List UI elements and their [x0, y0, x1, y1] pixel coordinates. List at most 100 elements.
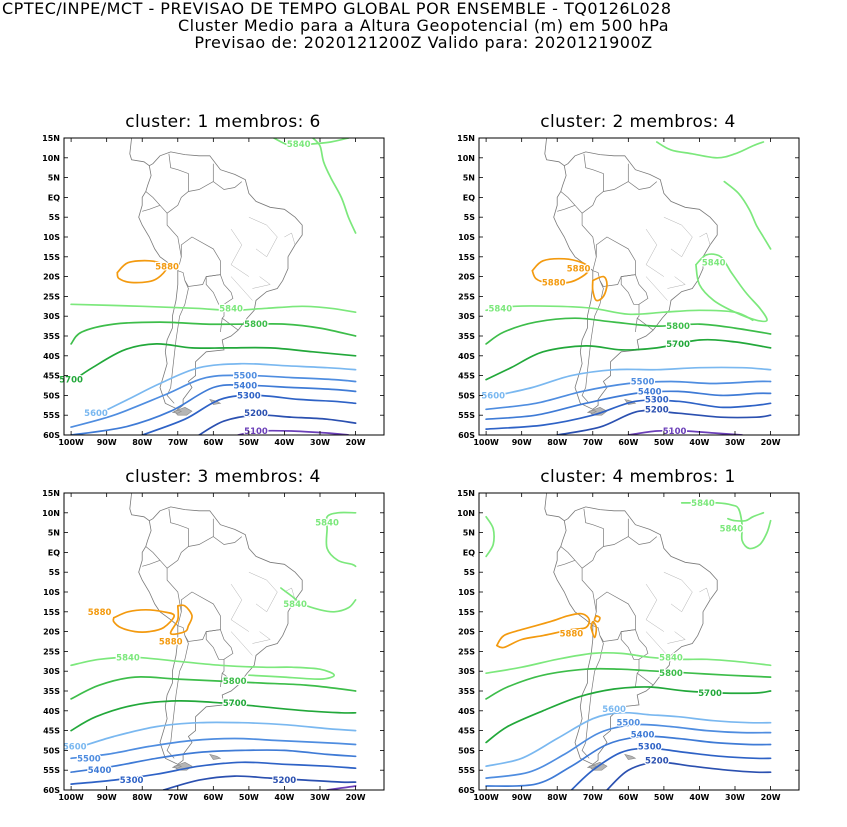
lat-tick-label: 35S: [458, 332, 475, 341]
geography-layer: [544, 493, 718, 771]
panel-cluster-2: cluster: 2 membros: 4 5880 5880 5840 5840 58…: [455, 112, 839, 472]
contour-label: 5840: [702, 259, 726, 269]
lat-tick-label: 10N: [457, 509, 475, 518]
contour-label: 5840: [691, 499, 715, 509]
lon-tick-label: 100W: [473, 793, 499, 802]
contour-5100: [237, 429, 350, 435]
lat-tick-label: 5S: [464, 568, 476, 577]
lon-tick-label: 100W: [58, 793, 84, 802]
lat-tick-label: 20S: [43, 628, 60, 637]
map-background: [479, 138, 799, 435]
country-border: [628, 181, 658, 190]
lon-tick-label: 40W: [274, 793, 294, 802]
state-border: [230, 276, 253, 301]
contour-5200: [162, 775, 357, 790]
contour-5880: [169, 604, 193, 636]
country-border: [168, 508, 189, 547]
contour-5800: [70, 321, 357, 345]
lat-tick-label: 55S: [458, 411, 475, 420]
contour-label: 5400: [631, 731, 655, 741]
country-border: [166, 280, 189, 404]
map-layers: [485, 138, 772, 435]
lon-tick-label: 80W: [132, 793, 152, 802]
lat-tick-label: EQ: [48, 548, 60, 557]
contour-label: 5300: [120, 776, 144, 786]
map-background: [479, 493, 799, 790]
contour-label: 5700: [698, 689, 722, 699]
contour-5300: [141, 394, 357, 435]
coastline: [129, 138, 150, 167]
contour-5840: [70, 656, 336, 680]
lat-tick-label: 5N: [463, 174, 475, 183]
country-border: [205, 274, 234, 305]
map-frame: [478, 137, 800, 436]
contour-5880: [116, 259, 168, 284]
axis-layer: 15N10N5NEQ5S10S15S20S25S30S35S40S45S50S5…: [42, 134, 384, 447]
lat-tick-label: 5S: [49, 568, 61, 577]
country-border: [213, 536, 243, 545]
contour-5700: [70, 700, 357, 732]
header-line-2: Cluster Medio para a Altura Geopotencial…: [177, 16, 670, 35]
lat-tick-label: 20S: [458, 273, 475, 282]
contour-5600: [95, 362, 357, 417]
lat-tick-label: 40S: [458, 352, 475, 361]
contour-label: 5840: [283, 600, 307, 610]
lat-tick-label: 35S: [458, 687, 475, 696]
state-border: [248, 571, 278, 613]
country-border: [560, 191, 583, 214]
lon-tick-label: 60W: [203, 793, 223, 802]
country-border: [581, 518, 629, 612]
state-border: [645, 276, 668, 301]
contour-label: 5300: [237, 391, 261, 401]
lat-tick-label: 5N: [48, 529, 60, 538]
country-border: [166, 518, 214, 612]
lon-tick-label: 50W: [654, 438, 674, 447]
state-border: [284, 587, 296, 600]
contour-label: 5800: [659, 669, 683, 679]
contour-label: 5840: [720, 525, 744, 535]
coastline: [544, 493, 565, 522]
contour-5700: [73, 343, 357, 381]
axis-layer: 15N10N5NEQ5S10S15S20S25S30S35S40S45S50S5…: [457, 489, 799, 802]
contour-label: 5500: [77, 754, 101, 764]
contour-layer: [485, 501, 772, 790]
lat-tick-label: 45S: [43, 727, 60, 736]
coastline: [553, 506, 718, 765]
contour-label: 5880: [159, 638, 183, 648]
contour-5880: [531, 257, 591, 284]
state-border: [663, 571, 693, 613]
island: [173, 406, 193, 416]
lat-tick-label: 30S: [43, 312, 60, 321]
contour-5880: [593, 614, 601, 623]
contour-label: 5200: [645, 405, 669, 415]
country-border: [581, 635, 604, 759]
contour-5500: [70, 737, 357, 760]
lat-tick-label: 15S: [43, 253, 60, 262]
contour-label: 5880: [88, 608, 112, 618]
map-frame: [478, 492, 800, 791]
lon-tick-label: 20W: [346, 793, 366, 802]
country-border: [635, 673, 638, 688]
contour-map: 5880 5840 5840 5840 5800 5700 5600 5500 54005300…: [457, 489, 800, 802]
lat-tick-label: 15S: [458, 253, 475, 262]
contour-5880: [112, 608, 176, 633]
contour-map: 5880 5880 5840 5840 5840 5800 5700 5600 5500 5400…: [42, 489, 385, 802]
lon-tick-label: 30W: [725, 438, 745, 447]
contour-label: 5500: [631, 378, 655, 388]
lon-tick-label: 60W: [618, 793, 638, 802]
contour-5400: [485, 390, 772, 421]
lat-tick-label: 50S: [43, 391, 60, 400]
lat-tick-label: 40S: [43, 352, 60, 361]
figure-header: CPTEC/INPE/MCT - PREVISAO DE TEMPO GLOBA…: [0, 0, 847, 51]
lat-tick-label: 60S: [43, 431, 60, 440]
country-border: [628, 536, 658, 545]
panel-title: cluster: 3 membros: 4: [125, 467, 321, 487]
lat-tick-label: 30S: [458, 667, 475, 676]
contour-label: 5800: [244, 320, 268, 330]
panel-title: cluster: 4 membros: 1: [540, 467, 736, 487]
lat-tick-label: 50S: [43, 746, 60, 755]
lon-tick-label: 90W: [97, 438, 117, 447]
contour-5700: [485, 686, 772, 744]
coastline: [129, 493, 150, 522]
contour-label: 5300: [645, 395, 669, 405]
